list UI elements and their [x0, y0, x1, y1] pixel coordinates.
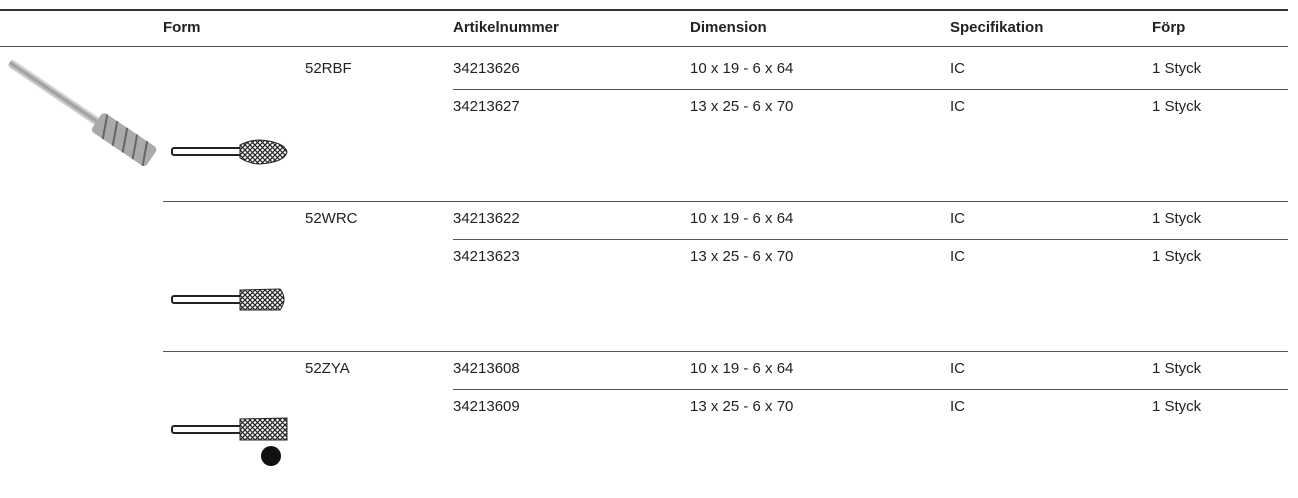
- rule: [0, 46, 1288, 47]
- column-header: Form: [163, 19, 201, 36]
- cell: 13 x 25 - 6 x 70: [690, 398, 794, 415]
- tool-52rbf: [171, 139, 288, 165]
- cell: 1 Styck: [1152, 210, 1202, 227]
- cell: IC: [950, 360, 965, 377]
- column-header: Förp: [1152, 19, 1186, 36]
- group-rule: [163, 201, 1288, 202]
- form-code: 52WRC: [305, 210, 358, 227]
- cell: 1 Styck: [1152, 248, 1202, 265]
- cell: 1 Styck: [1152, 398, 1202, 415]
- tool-52zya: [171, 417, 288, 466]
- cell: 34213622: [453, 210, 520, 227]
- cell: IC: [950, 210, 965, 227]
- cell: 1 Styck: [1152, 360, 1202, 377]
- cell: 1 Styck: [1152, 60, 1202, 77]
- cell: 34213608: [453, 360, 520, 377]
- row-rule: [453, 389, 1288, 390]
- cell: 34213626: [453, 60, 520, 77]
- column-header: Dimension: [690, 19, 767, 36]
- row-rule: [453, 239, 1288, 240]
- row-rule: [453, 89, 1288, 90]
- cell: 10 x 19 - 6 x 64: [690, 60, 794, 77]
- cell: 10 x 19 - 6 x 64: [690, 360, 794, 377]
- column-header: Specifikation: [950, 19, 1044, 36]
- cell: IC: [950, 248, 965, 265]
- cell: 34213627: [453, 98, 520, 115]
- cell: IC: [950, 398, 965, 415]
- group-rule: [163, 351, 1288, 352]
- cell: 1 Styck: [1152, 98, 1202, 115]
- form-code: 52RBF: [305, 60, 352, 77]
- tool-52wrc: [171, 288, 285, 311]
- cell: 34213609: [453, 398, 520, 415]
- cell: 13 x 25 - 6 x 70: [690, 98, 794, 115]
- form-code: 52ZYA: [305, 360, 350, 377]
- rule: [0, 9, 1288, 11]
- cell: 10 x 19 - 6 x 64: [690, 210, 794, 227]
- cell: IC: [950, 60, 965, 77]
- cell: IC: [950, 98, 965, 115]
- cell: 34213623: [453, 248, 520, 265]
- burr-photo: [8, 59, 157, 167]
- cell: 13 x 25 - 6 x 70: [690, 248, 794, 265]
- column-header: Artikelnummer: [453, 19, 559, 36]
